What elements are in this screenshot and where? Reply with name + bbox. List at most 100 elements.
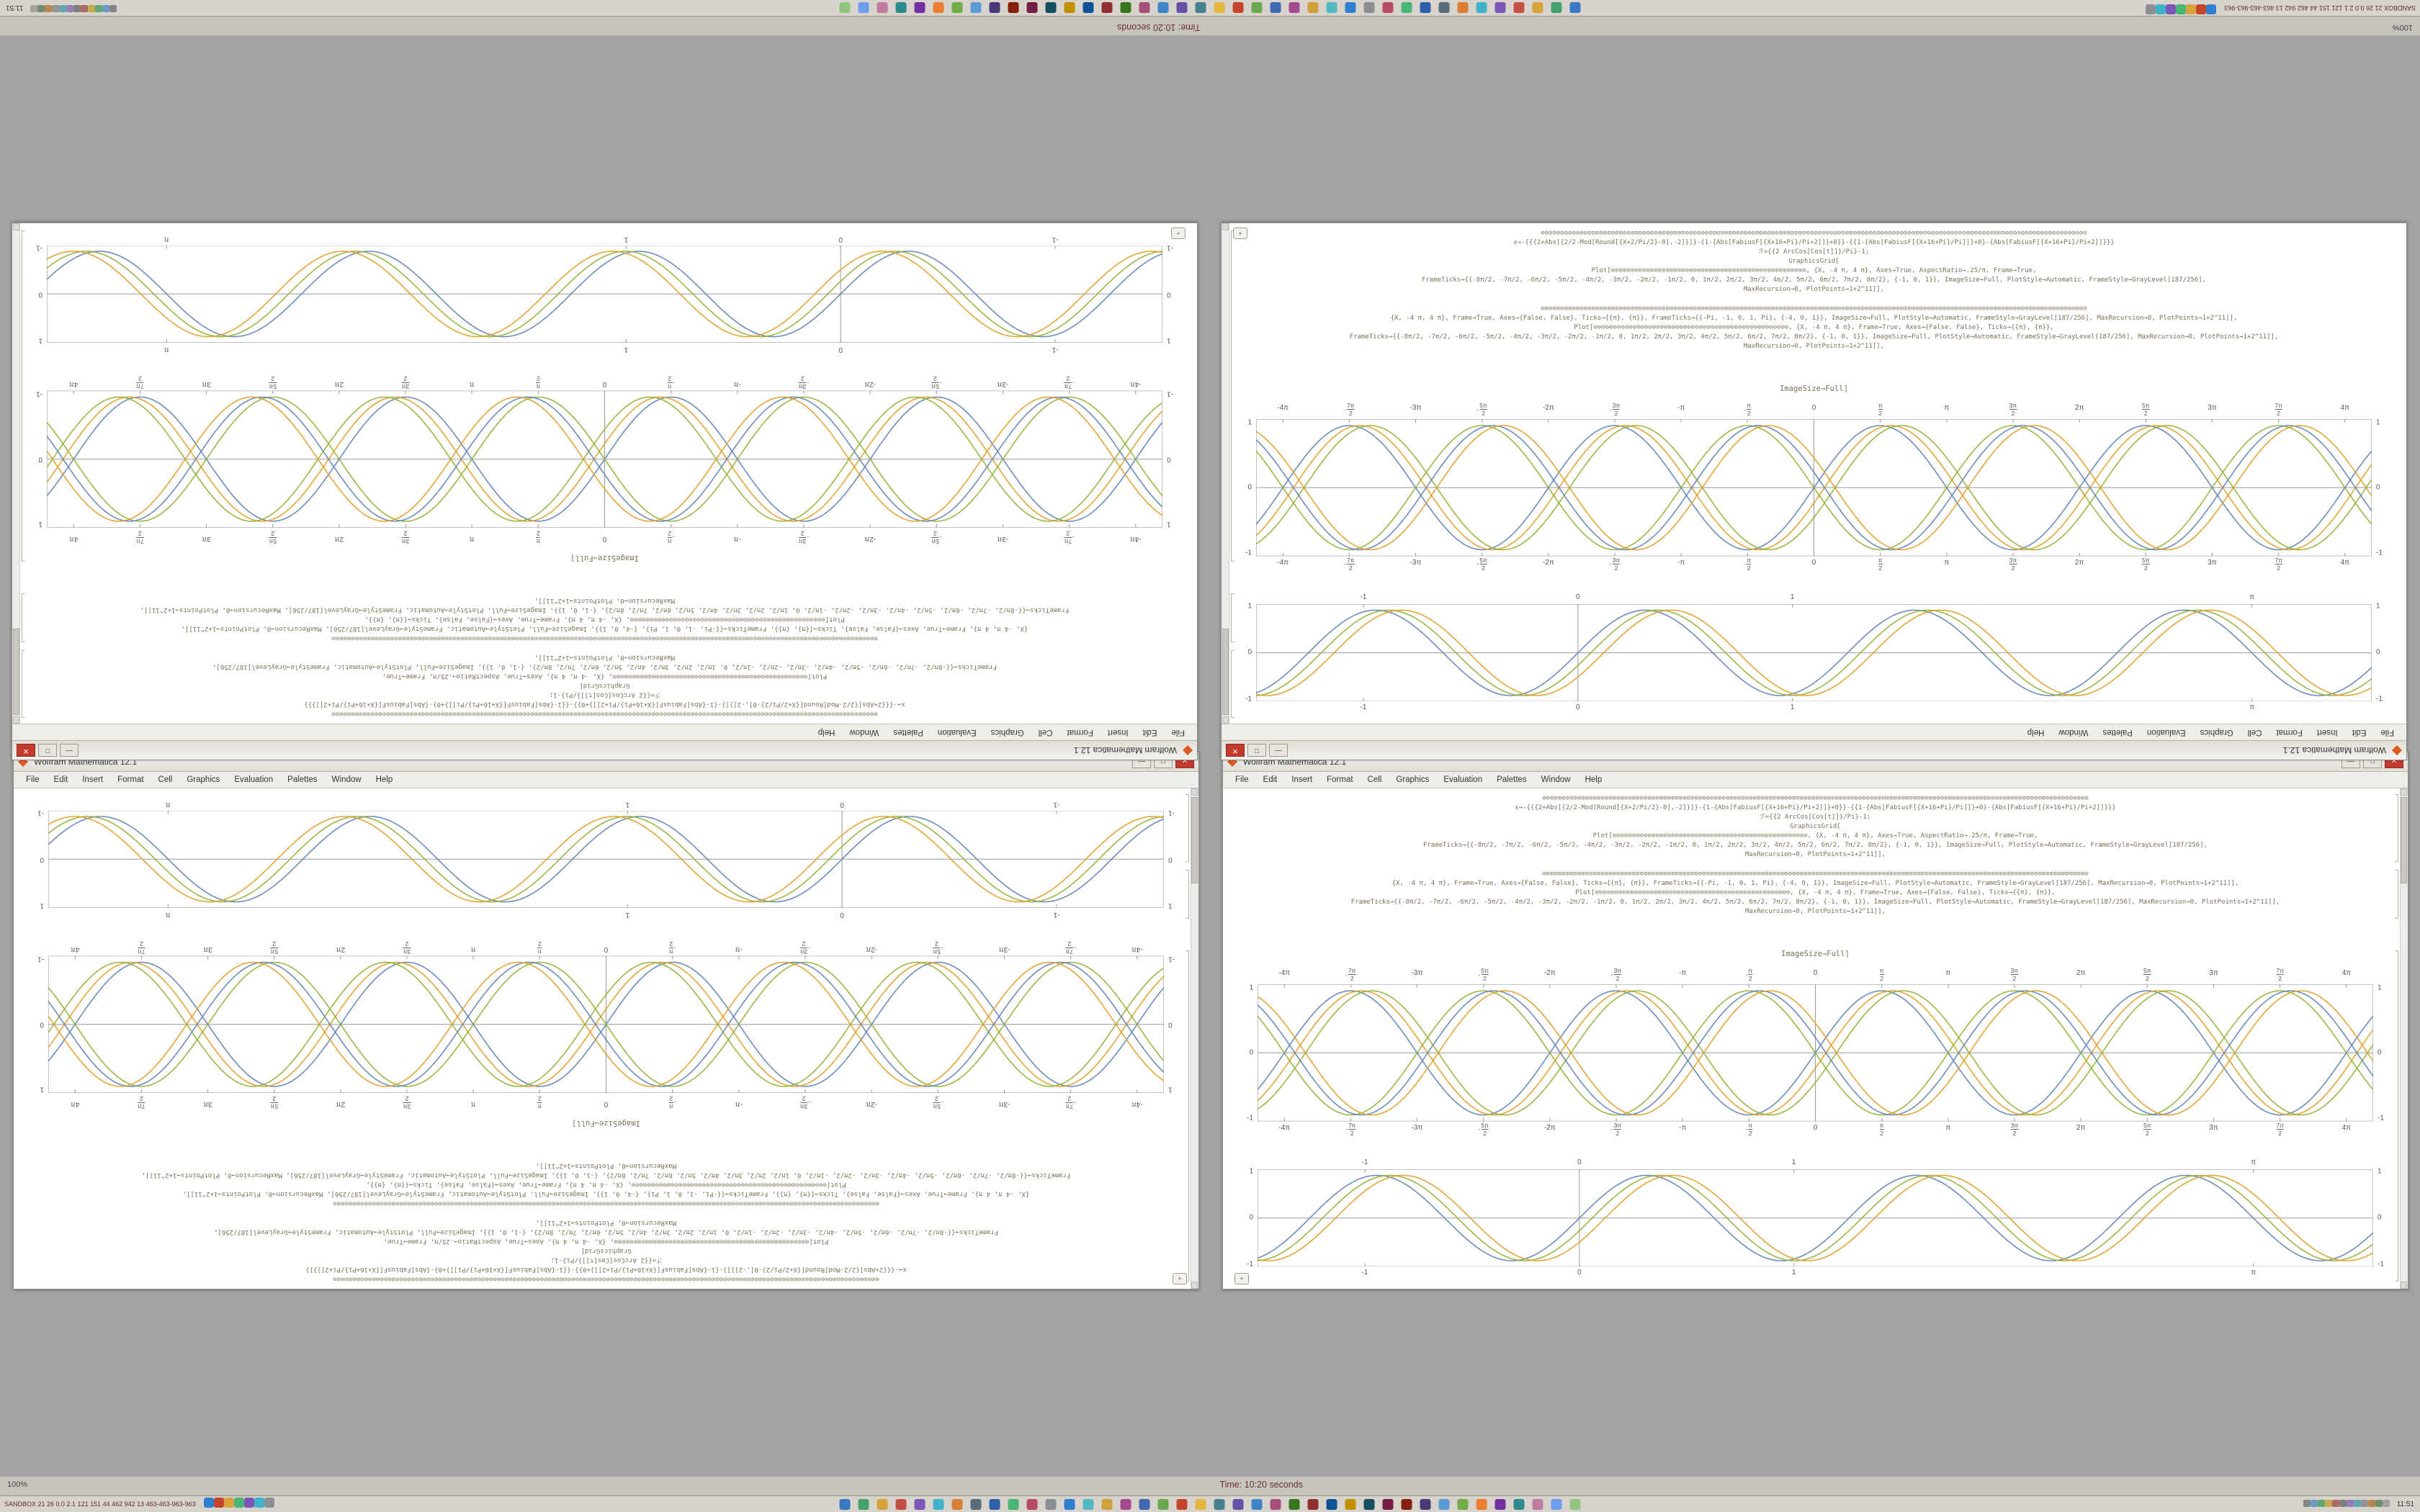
app-icon[interactable] [1064, 2, 1075, 14]
menu-item-window[interactable]: Window [1541, 775, 1571, 784]
app-icon[interactable] [1195, 2, 1206, 14]
notebook-corner-button[interactable]: + [1171, 228, 1186, 239]
scroll-up-arrow[interactable] [1222, 716, 1229, 724]
code-line[interactable]: GraphicsGrid[ [1788, 258, 1839, 265]
menu-item-window[interactable]: Window [849, 728, 879, 737]
app-icon[interactable] [1382, 1498, 1394, 1510]
app-icon[interactable] [970, 2, 982, 14]
app-icon[interactable] [1045, 2, 1057, 14]
app-icon[interactable] [1026, 1498, 1038, 1510]
app-icon[interactable] [1438, 1498, 1450, 1510]
cell-bracket[interactable] [1186, 870, 1189, 919]
app-icon[interactable] [2339, 1500, 2347, 1507]
cell-bracket[interactable] [2395, 794, 2398, 862]
menu-item-window[interactable]: Window [2058, 728, 2089, 737]
app-icon[interactable] [933, 1498, 944, 1510]
app-icon[interactable] [233, 1497, 244, 1508]
app-icon[interactable] [1382, 2, 1394, 14]
scroll-down-arrow[interactable] [13, 223, 19, 230]
app-icon[interactable] [213, 1497, 224, 1508]
code-line[interactable]: FrameTicks→{{-8π/2, -7π/2, -6π/2, -5π/2,… [212, 663, 998, 670]
app-icon[interactable] [2303, 1500, 2311, 1507]
app-icon[interactable] [1345, 1498, 1356, 1510]
vertical-scrollbar[interactable] [1222, 223, 1229, 724]
app-icon[interactable] [1513, 2, 1525, 14]
app-icon[interactable] [1401, 1498, 1412, 1510]
app-icon[interactable] [1420, 2, 1431, 14]
app-icon[interactable] [1270, 1498, 1281, 1510]
app-icon[interactable] [1494, 1498, 1506, 1510]
app-icon[interactable] [2206, 4, 2217, 15]
scroll-down-arrow[interactable] [1191, 1282, 1198, 1289]
app-icon[interactable] [1438, 2, 1450, 14]
app-icon[interactable] [1251, 2, 1263, 14]
app-icon[interactable] [1176, 2, 1188, 14]
app-icon[interactable] [254, 1497, 264, 1508]
cell-bracket[interactable] [22, 230, 25, 562]
app-icon[interactable] [839, 2, 851, 14]
code-line[interactable]: x→-{{{2+Abs[{2/2-Mod[Round[{X+2/Pi/2}-0]… [1515, 804, 2116, 811]
menu-item-palettes[interactable]: Palettes [2102, 728, 2133, 737]
cell-bracket[interactable] [22, 650, 25, 718]
app-icon[interactable] [1214, 2, 1225, 14]
app-icon[interactable] [951, 2, 963, 14]
app-icon[interactable] [1101, 2, 1113, 14]
close-button[interactable]: ✕ [17, 744, 35, 757]
code-line[interactable]: ⊙⊙⊙⊙⊙⊙⊙⊙⊙⊙⊙⊙⊙⊙⊙⊙⊙⊙⊙⊙⊙⊙⊙⊙⊙⊙⊙⊙⊙⊙⊙⊙⊙⊙⊙⊙⊙⊙⊙⊙… [331, 710, 878, 717]
app-icon[interactable] [2156, 4, 2166, 15]
code-line[interactable]: ℱ={{2 ArcCos[Cos[t]]}/Pi}-1; [1760, 814, 1871, 821]
code-line[interactable]: Plot[⊙⊙⊙⊙⊙⊙⊙⊙⊙⊙⊙⊙⊙⊙⊙⊙⊙⊙⊙⊙⊙⊙⊙⊙⊙⊙⊙⊙⊙⊙⊙⊙⊙⊙⊙… [382, 672, 828, 680]
code-line[interactable]: ⊙⊙⊙⊙⊙⊙⊙⊙⊙⊙⊙⊙⊙⊙⊙⊙⊙⊙⊙⊙⊙⊙⊙⊙⊙⊙⊙⊙⊙⊙⊙⊙⊙⊙⊙⊙⊙⊙⊙⊙… [331, 634, 878, 642]
vertical-scrollbar[interactable] [1191, 788, 1198, 1289]
app-icon[interactable] [1307, 2, 1319, 14]
code-line[interactable]: FrameTicks→{{-8π/2, -7π/2, -6π/2, -5π/2,… [1349, 333, 2279, 341]
menu-item-help[interactable]: Help [2027, 728, 2045, 737]
code-line[interactable]: Plot[⊙⊙⊙⊙⊙⊙⊙⊙⊙⊙⊙⊙⊙⊙⊙⊙⊙⊙⊙⊙⊙⊙⊙⊙⊙⊙⊙⊙⊙⊙⊙⊙⊙⊙⊙… [364, 616, 845, 623]
app-icon[interactable] [1195, 1498, 1206, 1510]
menu-item-cell[interactable]: Cell [158, 775, 173, 784]
app-icon[interactable] [59, 5, 67, 12]
menu-item-window[interactable]: Window [331, 775, 362, 784]
minimize-button[interactable]: — [1269, 744, 1288, 757]
app-icon[interactable] [2196, 4, 2207, 15]
scroll-up-arrow[interactable] [1191, 788, 1198, 796]
code-line[interactable]: MaxRecursion→0, PlotPoints→1+2^11]], [534, 654, 676, 661]
menu-item-cell[interactable]: Cell [2247, 728, 2262, 737]
scrollbar-thumb[interactable] [1191, 797, 1198, 883]
app-icon[interactable] [1120, 2, 1131, 14]
app-icon[interactable] [2310, 1500, 2318, 1507]
app-icon[interactable] [933, 2, 944, 14]
menu-item-evaluation[interactable]: Evaluation [937, 728, 977, 737]
app-icon[interactable] [1457, 1498, 1469, 1510]
app-icon[interactable] [895, 2, 907, 14]
menu-item-cell[interactable]: Cell [1367, 775, 1382, 784]
app-icon[interactable] [1083, 2, 1094, 14]
code-line[interactable]: {X, -4 π, 4 π}, Frame→True, Axes→{False,… [181, 625, 1028, 632]
menu-item-evaluation[interactable]: Evaluation [234, 775, 274, 784]
app-icon[interactable] [2331, 1500, 2339, 1507]
app-icon[interactable] [989, 2, 1000, 14]
app-icon[interactable] [1176, 1498, 1188, 1510]
app-icon[interactable] [1476, 1498, 1487, 1510]
app-icon[interactable] [1008, 2, 1019, 14]
cell-bracket[interactable] [1231, 593, 1234, 642]
app-icon[interactable] [1083, 1498, 1094, 1510]
menu-item-file[interactable]: File [1235, 775, 1249, 784]
app-icon[interactable] [1532, 2, 1543, 14]
notebook-corner-button[interactable]: + [1173, 1273, 1187, 1284]
code-line[interactable]: {X, -4 π, 4 π}, Frame→True, Axes→{False,… [1390, 315, 2238, 322]
app-icon[interactable] [2367, 1500, 2375, 1507]
app-icon[interactable] [2353, 1500, 2361, 1507]
code-line[interactable]: MaxRecursion→0, PlotPoints→1+2^11]], [1743, 343, 1885, 350]
menu-item-format[interactable]: Format [2276, 728, 2303, 737]
code-line[interactable]: x→-{{{2+Abs[{2/2-Mod[Round[{X+2/Pi/2}-0]… [1513, 239, 2115, 246]
app-icon[interactable] [2186, 4, 2197, 15]
app-icon[interactable] [243, 1497, 254, 1508]
menu-item-format[interactable]: Format [117, 775, 144, 784]
scroll-up-arrow[interactable] [13, 716, 19, 724]
menu-item-insert[interactable]: Insert [1107, 728, 1129, 737]
cell-bracket[interactable] [22, 593, 25, 642]
code-line[interactable]: MaxRecursion→0, PlotPoints→1+2^11]], [1744, 908, 1886, 915]
code-line[interactable]: x→-{{{2+Abs[{2/2-Mod[Round[{X+2/Pi/2}-0]… [304, 701, 905, 708]
maximize-button[interactable]: □ [38, 744, 57, 757]
